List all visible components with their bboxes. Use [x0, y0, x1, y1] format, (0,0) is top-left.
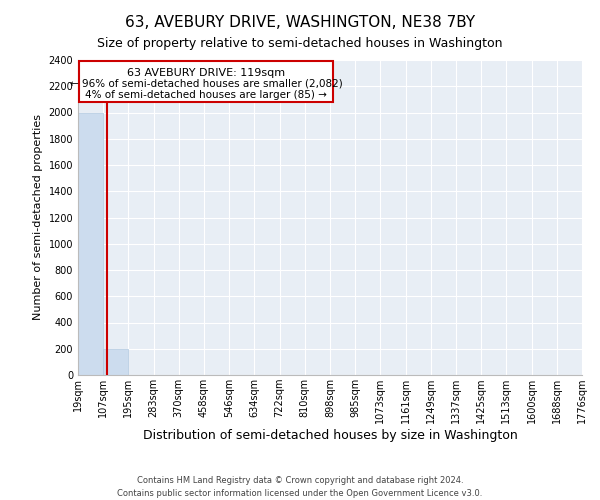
FancyBboxPatch shape: [79, 62, 332, 102]
Text: 63, AVEBURY DRIVE, WASHINGTON, NE38 7BY: 63, AVEBURY DRIVE, WASHINGTON, NE38 7BY: [125, 15, 475, 30]
X-axis label: Distribution of semi-detached houses by size in Washington: Distribution of semi-detached houses by …: [143, 429, 517, 442]
Y-axis label: Number of semi-detached properties: Number of semi-detached properties: [33, 114, 43, 320]
Bar: [103, 349, 128, 375]
Bar: [78, 112, 103, 375]
Text: 63 AVEBURY DRIVE: 119sqm: 63 AVEBURY DRIVE: 119sqm: [127, 68, 285, 78]
Text: ← 96% of semi-detached houses are smaller (2,082): ← 96% of semi-detached houses are smalle…: [70, 78, 342, 88]
Text: Size of property relative to semi-detached houses in Washington: Size of property relative to semi-detach…: [97, 38, 503, 51]
Text: 4% of semi-detached houses are larger (85) →: 4% of semi-detached houses are larger (8…: [85, 90, 327, 100]
Text: Contains HM Land Registry data © Crown copyright and database right 2024.
Contai: Contains HM Land Registry data © Crown c…: [118, 476, 482, 498]
